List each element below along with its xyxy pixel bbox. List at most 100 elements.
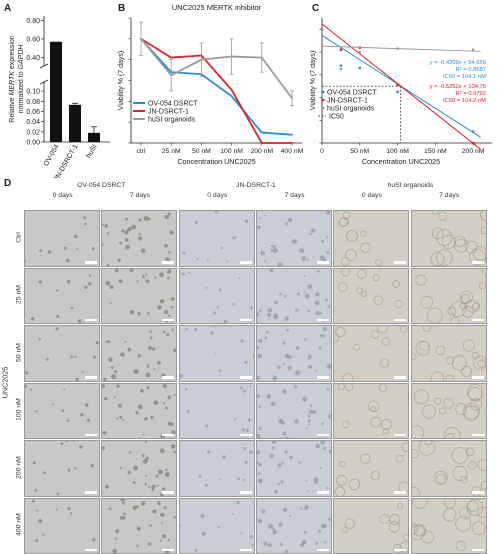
cell [249,306,252,309]
cell [134,466,139,471]
cell [300,507,302,509]
timepoint-header: 7 days [411,192,488,199]
cell [315,541,318,544]
cell [187,410,189,412]
micrograph-tile [179,440,255,497]
cell [289,515,291,517]
cell [277,366,280,369]
micrograph-cells [102,384,176,439]
cell [118,259,121,262]
cell [285,222,288,225]
cell [46,358,48,360]
cell [83,216,86,219]
cell [271,245,273,247]
micrograph-tile [256,268,332,325]
scale-bar [240,261,252,264]
cell [288,218,292,222]
cell [31,317,34,320]
cell [130,310,134,314]
cell [315,481,318,484]
micrograph-cells [412,211,486,266]
cell [165,406,168,409]
cell [338,384,344,390]
cell [137,526,141,530]
micrograph-tile [256,383,332,440]
cell [92,538,95,541]
data-point [291,97,293,99]
cell [138,404,143,409]
cell [188,271,190,273]
cell [85,403,88,406]
cell [436,230,452,246]
cell [164,506,167,509]
cell [482,269,486,275]
cell [467,384,483,400]
cell [167,269,171,273]
cell [237,477,240,480]
micrograph-tile [256,498,332,554]
cell [142,454,145,457]
cell [148,366,150,368]
cell [316,311,320,315]
cell [257,321,259,323]
cell [472,302,479,309]
cell [119,242,122,245]
cell [168,213,171,216]
cell [442,235,455,248]
cell [93,356,96,359]
cell [329,450,331,453]
cell [138,354,141,357]
cell [168,314,170,316]
micrograph-cells [334,384,408,439]
cell [264,260,266,262]
micrograph-cells [412,384,486,439]
scale-bar [162,376,174,379]
cell [267,394,271,398]
cell [326,236,328,238]
y-axis-label: Viability % (7 days) [118,51,125,110]
cell [304,338,306,340]
cell [194,328,197,331]
scale-bar [394,376,406,379]
cell [258,518,262,522]
cell [258,339,262,343]
scale-bar [317,261,329,264]
panel-a-bar-chart: 0.000.020.040.060.080.100.400.600.80Rela… [0,0,115,178]
cell [304,291,306,293]
cell [118,403,122,407]
micrograph-tile [333,440,409,497]
cell [122,502,125,505]
cell [152,489,154,491]
x-axis-label: Concentration UNC2025 [177,157,255,166]
cell [376,259,382,265]
scale-bar [85,491,97,494]
y-axis-label-group: Viability % (7 days) [310,51,317,110]
scale-bar [85,261,97,264]
scale-bar [240,319,252,322]
series-line-2 [141,39,292,98]
cell [168,538,170,540]
cell [165,469,167,471]
cell [168,277,170,279]
cell [279,292,282,295]
cell [213,326,215,327]
cell [63,388,65,390]
cell [84,285,87,288]
cell [36,509,38,511]
micrograph-tile [179,498,255,554]
y-axis-label: Viability % (7 days) [310,51,317,110]
cell [340,461,345,466]
micrograph-cells [412,269,486,324]
cell [273,245,276,248]
cell [328,517,331,520]
cell [160,299,164,303]
cell [419,441,435,455]
micrograph-tile [411,268,487,325]
micrograph-cells [180,211,254,266]
cell [247,418,250,421]
cell [66,259,69,262]
cell [102,384,105,388]
x-tick-label: 150 nM [424,148,447,155]
micrograph-tile [101,383,177,440]
